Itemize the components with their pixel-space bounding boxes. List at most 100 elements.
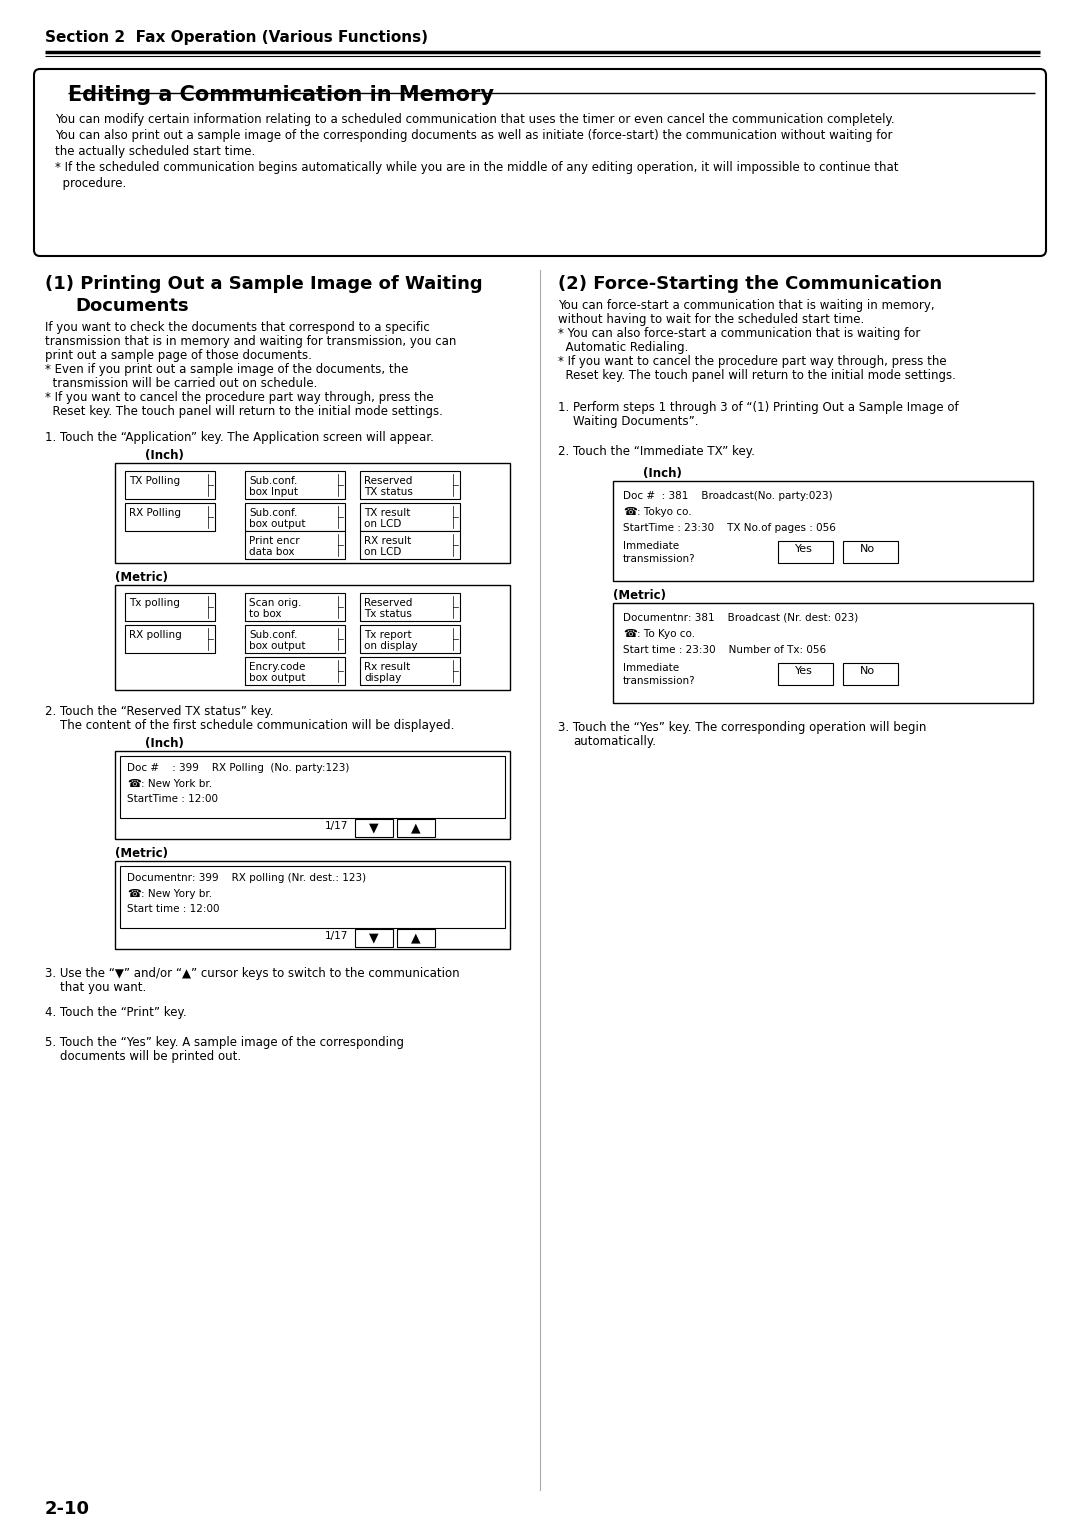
Text: RX Polling: RX Polling xyxy=(129,507,181,518)
FancyBboxPatch shape xyxy=(33,69,1047,257)
Text: Yes: Yes xyxy=(795,666,813,675)
Text: TX status: TX status xyxy=(364,487,413,497)
Text: ▲: ▲ xyxy=(411,932,421,944)
Bar xyxy=(613,481,1032,581)
Bar xyxy=(245,532,345,559)
Text: 1. Perform steps 1 through 3 of “(1) Printing Out a Sample Image of: 1. Perform steps 1 through 3 of “(1) Pri… xyxy=(558,400,959,414)
Text: Sub.conf.: Sub.conf. xyxy=(249,477,297,486)
Text: Reset key. The touch panel will return to the initial mode settings.: Reset key. The touch panel will return t… xyxy=(45,405,443,419)
Text: transmission?: transmission? xyxy=(623,555,696,564)
Text: 2. Touch the “Immediate TX” key.: 2. Touch the “Immediate TX” key. xyxy=(558,445,755,458)
Text: You can force-start a communication that is waiting in memory,: You can force-start a communication that… xyxy=(558,299,934,312)
Text: Tx status: Tx status xyxy=(364,610,411,619)
Text: (Inch): (Inch) xyxy=(145,736,184,750)
Bar xyxy=(613,604,1032,703)
Bar xyxy=(397,929,435,947)
Text: box output: box output xyxy=(249,642,306,651)
Text: Doc #    : 399    RX Polling  (No. party:123): Doc # : 399 RX Polling (No. party:123) xyxy=(127,762,349,773)
Text: If you want to check the documents that correspond to a specific: If you want to check the documents that … xyxy=(45,321,430,335)
Bar xyxy=(397,819,435,837)
Text: : Tokyo co.: : Tokyo co. xyxy=(637,507,691,516)
Text: ☎: ☎ xyxy=(623,507,637,516)
Text: box Input: box Input xyxy=(249,487,298,497)
Bar xyxy=(245,593,345,620)
Text: box output: box output xyxy=(249,672,306,683)
Text: Start time : 23:30    Number of Tx: 056: Start time : 23:30 Number of Tx: 056 xyxy=(623,645,826,656)
Bar xyxy=(245,625,345,652)
Text: Documents: Documents xyxy=(75,296,189,315)
Text: : New York br.: : New York br. xyxy=(141,779,212,788)
Text: Immediate: Immediate xyxy=(623,663,679,672)
Text: ▼: ▼ xyxy=(369,822,379,834)
Text: 3. Touch the “Yes” key. The corresponding operation will begin: 3. Touch the “Yes” key. The correspondin… xyxy=(558,721,927,733)
Text: You can modify certain information relating to a scheduled communication that us: You can modify certain information relat… xyxy=(55,113,894,125)
Text: display: display xyxy=(364,672,402,683)
Text: on LCD: on LCD xyxy=(364,520,402,529)
Text: Rx result: Rx result xyxy=(364,662,410,672)
Text: RX polling: RX polling xyxy=(129,630,181,640)
Bar xyxy=(125,625,215,652)
Text: TX result: TX result xyxy=(364,507,410,518)
Text: Sub.conf.: Sub.conf. xyxy=(249,507,297,518)
Bar xyxy=(114,860,510,949)
Bar xyxy=(125,471,215,500)
Text: Documentnr: 399    RX polling (Nr. dest.: 123): Documentnr: 399 RX polling (Nr. dest.: 1… xyxy=(127,872,366,883)
Text: (1) Printing Out a Sample Image of Waiting: (1) Printing Out a Sample Image of Waiti… xyxy=(45,275,483,293)
Text: 1. Touch the “Application” key. The Application screen will appear.: 1. Touch the “Application” key. The Appl… xyxy=(45,431,434,445)
Text: Documentnr: 381    Broadcast (Nr. dest: 023): Documentnr: 381 Broadcast (Nr. dest: 023… xyxy=(623,613,859,623)
Text: (Metric): (Metric) xyxy=(114,571,168,584)
Bar xyxy=(245,657,345,685)
Text: : To Kyo co.: : To Kyo co. xyxy=(637,630,696,639)
Bar xyxy=(114,750,510,839)
Text: No: No xyxy=(860,544,875,555)
Text: ▼: ▼ xyxy=(369,932,379,944)
Text: StartTime : 23:30    TX No.of pages : 056: StartTime : 23:30 TX No.of pages : 056 xyxy=(623,523,836,533)
Text: the actually scheduled start time.: the actually scheduled start time. xyxy=(55,145,255,157)
Text: on LCD: on LCD xyxy=(364,547,402,558)
Text: (Inch): (Inch) xyxy=(145,449,184,461)
Text: ☎: ☎ xyxy=(127,779,140,788)
Text: (Metric): (Metric) xyxy=(613,588,666,602)
Bar xyxy=(355,929,393,947)
Text: (Metric): (Metric) xyxy=(114,847,168,860)
Text: to box: to box xyxy=(249,610,282,619)
Text: Automatic Redialing.: Automatic Redialing. xyxy=(558,341,688,354)
Bar xyxy=(843,541,897,562)
Text: 1/17: 1/17 xyxy=(325,931,349,941)
Text: 2. Touch the “Reserved TX status” key.: 2. Touch the “Reserved TX status” key. xyxy=(45,704,273,718)
Text: Doc #  : 381    Broadcast(No. party:023): Doc # : 381 Broadcast(No. party:023) xyxy=(623,490,833,501)
Text: transmission that is in memory and waiting for transmission, you can: transmission that is in memory and waiti… xyxy=(45,335,457,348)
Text: 3. Use the “▼” and/or “▲” cursor keys to switch to the communication: 3. Use the “▼” and/or “▲” cursor keys to… xyxy=(45,967,460,979)
Bar xyxy=(114,585,510,691)
Text: Tx polling: Tx polling xyxy=(129,597,180,608)
Text: The content of the first schedule communication will be displayed.: The content of the first schedule commun… xyxy=(60,720,455,732)
Text: Reserved: Reserved xyxy=(364,477,413,486)
Text: Print encr: Print encr xyxy=(249,536,299,545)
Bar xyxy=(778,663,833,685)
Bar xyxy=(120,756,505,817)
Text: data box: data box xyxy=(249,547,295,558)
Text: RX result: RX result xyxy=(364,536,411,545)
Text: that you want.: that you want. xyxy=(60,981,146,995)
Text: 5. Touch the “Yes” key. A sample image of the corresponding: 5. Touch the “Yes” key. A sample image o… xyxy=(45,1036,404,1050)
Text: * If you want to cancel the procedure part way through, press the: * If you want to cancel the procedure pa… xyxy=(45,391,434,403)
Text: You can also print out a sample image of the corresponding documents as well as : You can also print out a sample image of… xyxy=(55,128,892,142)
Text: (2) Force-Starting the Communication: (2) Force-Starting the Communication xyxy=(558,275,942,293)
Bar xyxy=(360,471,460,500)
Text: 2-10: 2-10 xyxy=(45,1500,90,1517)
Bar xyxy=(360,503,460,532)
Text: Editing a Communication in Memory: Editing a Communication in Memory xyxy=(68,86,494,105)
Text: Start time : 12:00: Start time : 12:00 xyxy=(127,905,219,914)
Text: Reserved: Reserved xyxy=(364,597,413,608)
Text: print out a sample page of those documents.: print out a sample page of those documen… xyxy=(45,348,312,362)
Text: automatically.: automatically. xyxy=(573,735,656,749)
Bar xyxy=(360,657,460,685)
Text: on display: on display xyxy=(364,642,418,651)
Text: procedure.: procedure. xyxy=(55,177,126,189)
Text: * You can also force-start a communication that is waiting for: * You can also force-start a communicati… xyxy=(558,327,920,341)
Text: ☎: ☎ xyxy=(127,889,140,898)
Bar xyxy=(245,503,345,532)
Text: 4. Touch the “Print” key.: 4. Touch the “Print” key. xyxy=(45,1005,187,1019)
Text: without having to wait for the scheduled start time.: without having to wait for the scheduled… xyxy=(558,313,864,325)
Text: box output: box output xyxy=(249,520,306,529)
